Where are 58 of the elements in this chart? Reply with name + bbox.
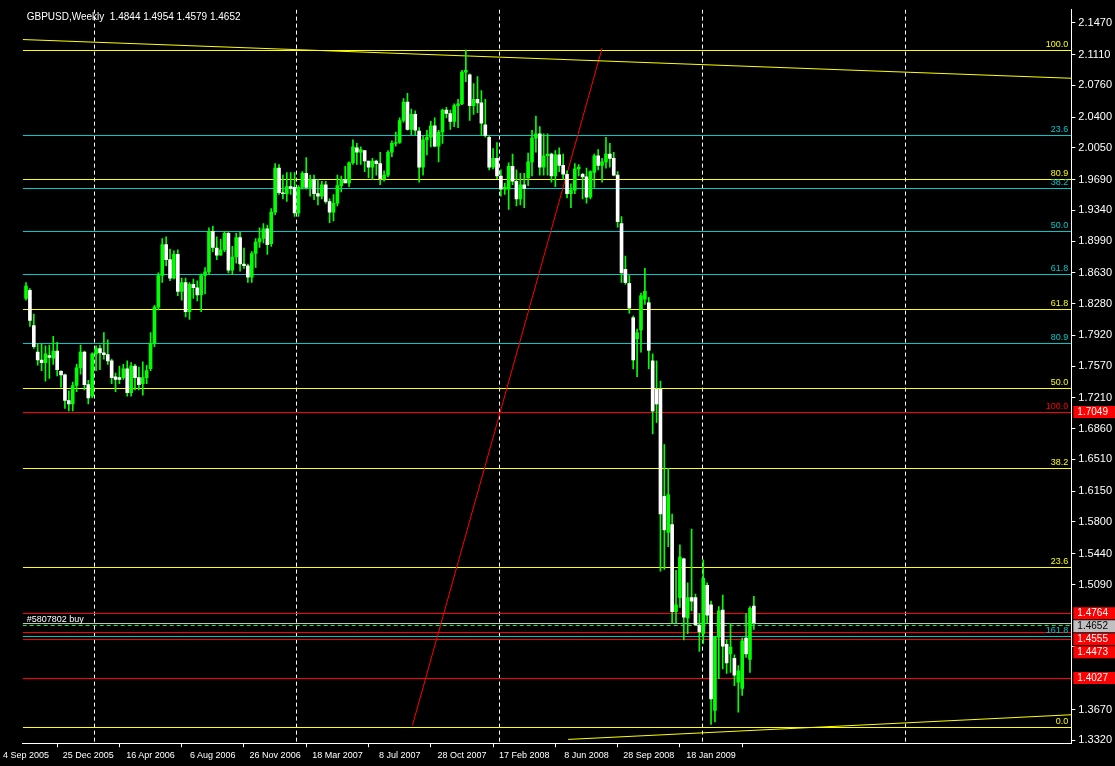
y-tick-label: 1.5440: [1078, 546, 1113, 559]
annotation: 100.0: [1045, 39, 1069, 50]
x-tick-label: 6 Aug 2006: [190, 750, 236, 761]
ref-line-label: 1.4027: [1077, 671, 1109, 683]
y-tick-label: 1.7210: [1078, 390, 1113, 403]
annotation: 80.9: [1050, 168, 1069, 179]
x-tick-label: 17 Feb 2008: [498, 750, 550, 761]
annotation: 50.0: [1050, 377, 1069, 388]
x-tick-label: 8 Jun 2008: [564, 750, 609, 761]
candlestick: [316, 179, 320, 206]
y-tick-label: 1.8630: [1078, 265, 1113, 278]
y-tick-label: 1.9340: [1078, 203, 1113, 216]
annotation: 80.9: [1050, 331, 1069, 342]
y-tick-label: 2.1470: [1078, 15, 1113, 28]
y-tick-label: 1.7570: [1078, 359, 1113, 372]
y-tick-label: 1.5800: [1078, 515, 1113, 527]
ref-line-label: 1.4555: [1077, 632, 1109, 644]
x-tick-label: 28 Oct 2007: [437, 750, 487, 761]
y-tick-label: 2.0050: [1078, 140, 1113, 153]
x-tick-label: 18 Mar 2007: [312, 750, 363, 761]
annotation: 38.2: [1050, 177, 1069, 188]
y-tick-label: 2.0400: [1078, 110, 1113, 123]
x-tick-label: 4 Sep 2005: [3, 750, 50, 761]
annotation: #5807802 buy: [26, 613, 85, 624]
candlestick: [343, 165, 348, 184]
annotation: 38.2: [1050, 457, 1069, 468]
ref-line-label: 1.4652: [1077, 619, 1109, 631]
ref-line-label: 1.4764: [1077, 606, 1109, 618]
x-tick-label: 8 Jul 2007: [378, 750, 421, 761]
annotation: 50.0: [1050, 219, 1069, 230]
chart-title: GBPUSD,Weekly 1.4844 1.4954 1.4579 1.4652: [26, 11, 241, 23]
y-tick-label: 1.8990: [1078, 234, 1113, 247]
annotation: 100.0: [1045, 400, 1069, 411]
candlestick: [358, 146, 363, 165]
annotation: 61.8: [1050, 297, 1069, 308]
annotation: 61.8: [1050, 262, 1069, 273]
y-tick-label: 2.0760: [1078, 78, 1113, 91]
x-tick-label: 26 Nov 2006: [249, 750, 301, 761]
y-tick-label: 1.6510: [1078, 452, 1113, 465]
y-tick-label: 1.7920: [1078, 328, 1113, 341]
x-tick-label: 18 Jan 2009: [686, 750, 736, 761]
annotation: 23.6: [1050, 124, 1069, 135]
x-tick-label: 16 Apr 2006: [126, 750, 175, 761]
y-tick-label: 1.8280: [1078, 296, 1113, 309]
legend-label: 1.4473: [1077, 645, 1109, 657]
y-tick-label: 1.6150: [1078, 484, 1113, 497]
y-tick-label: 2.1110: [1078, 47, 1111, 60]
y-tick-label: 1.3670: [1078, 702, 1113, 715]
annotation: 23.6: [1050, 555, 1069, 566]
y-tick-label: 1.9690: [1078, 172, 1113, 185]
candlestick: [284, 172, 289, 202]
y-tick-label: 1.5090: [1078, 577, 1113, 590]
y-tick-label: 1.6860: [1078, 421, 1113, 434]
annotation: 0.0: [1055, 715, 1069, 726]
ref-line-label: 1.7049: [1077, 405, 1109, 417]
x-tick-label: 25 Dec 2005: [62, 750, 114, 761]
y-tick-label: 1.3320: [1078, 733, 1113, 746]
x-tick-label: 28 Sep 2008: [623, 750, 675, 761]
